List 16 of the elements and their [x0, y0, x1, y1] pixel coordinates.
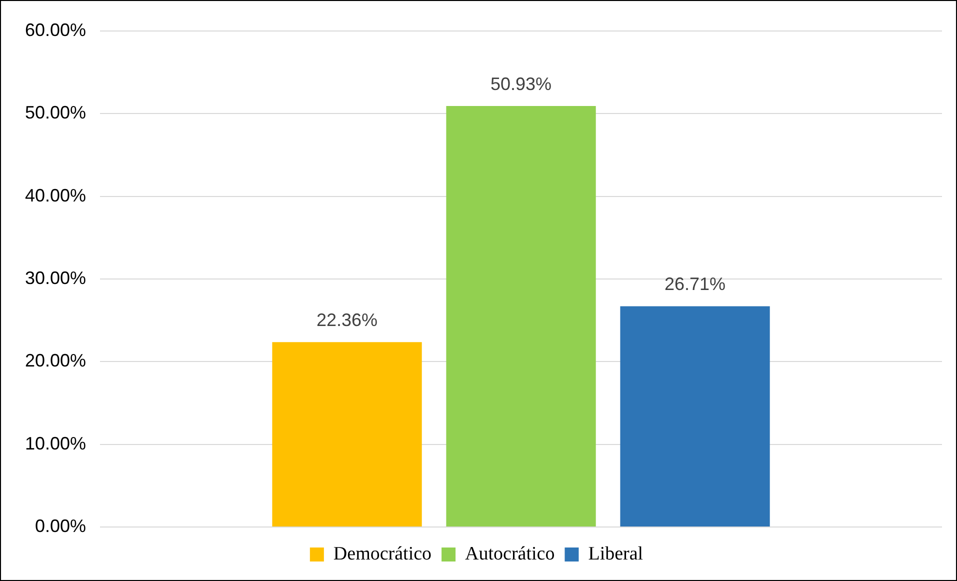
y-tick-label: 30.00%	[24, 268, 86, 288]
y-tick-label: 50.00%	[24, 102, 86, 123]
y-tick-label: 60.00%	[24, 20, 86, 40]
legend-label: Autocrático	[465, 543, 555, 564]
legend-label: Democrático	[333, 543, 432, 564]
y-tick-label: 10.00%	[24, 433, 86, 454]
y-tick-label: 40.00%	[24, 185, 86, 206]
data-label: 26.71%	[664, 274, 726, 294]
y-tick-label: 0.00%	[35, 516, 86, 536]
y-tick-label: 20.00%	[24, 350, 86, 371]
data-label: 50.93%	[490, 74, 552, 94]
legend-label: Liberal	[588, 543, 644, 564]
data-label: 22.36%	[316, 310, 378, 330]
bar	[272, 342, 422, 526]
bar	[446, 106, 596, 526]
bar	[620, 306, 770, 526]
